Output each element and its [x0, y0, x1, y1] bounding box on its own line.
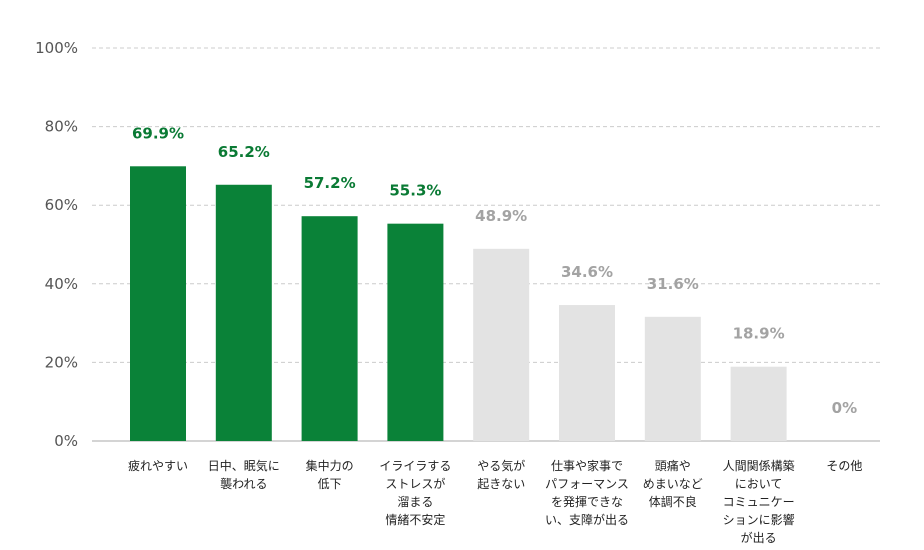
data-label: 55.3%	[389, 182, 441, 200]
x-tick-label: イライラするストレスが溜まる情緒不安定	[379, 459, 451, 527]
data-label: 57.2%	[304, 174, 356, 192]
x-tick-label-line: 低下	[318, 477, 342, 491]
x-tick-label-line: その他	[826, 459, 862, 473]
x-tick-label-line: ションに影響	[723, 512, 795, 527]
x-tick-label: 疲れやすい	[128, 458, 188, 473]
x-tick-label: その他	[826, 459, 862, 473]
y-tick-label: 20%	[45, 353, 78, 371]
category-labels: 疲れやすい 日中、眠気に襲われる集中力の低下イライラするストレスが溜まる情緒不安定…	[128, 458, 862, 545]
x-tick-label-line: において	[735, 477, 783, 491]
x-tick-label-line: ストレスが	[385, 476, 445, 491]
bar	[644, 316, 701, 441]
bar	[387, 223, 444, 441]
bar	[473, 248, 530, 441]
x-tick-label-line: コミュニケー	[723, 495, 795, 509]
value-labels: 69.9% 65.2% 57.2% 55.3% 48.9% 34.6% 31.6% 18.9%…	[132, 124, 857, 417]
data-label: 65.2%	[218, 143, 270, 161]
x-tick-label: 日中、眠気に襲われる	[208, 458, 280, 491]
data-label: 48.9%	[475, 207, 527, 225]
x-tick-label-line: が出る	[741, 530, 777, 545]
x-tick-label: やる気が起きない	[477, 458, 525, 491]
x-tick-label-line: 溜まる	[397, 494, 433, 509]
x-tick-label-line: 体調不良	[649, 494, 697, 509]
x-tick-label-line: イライラする	[379, 459, 451, 473]
y-tick-label: 80%	[45, 118, 78, 136]
x-tick-label-line: 疲れやすい	[128, 458, 188, 473]
x-tick-label-line: を発揮できな	[551, 495, 623, 509]
x-tick-label-line: い、支障が出る	[545, 512, 629, 527]
x-tick-label-line: 起きない	[477, 477, 525, 491]
y-axis-ticks: 0% 20% 40% 60% 80% 100%	[35, 39, 78, 450]
data-label: 0%	[832, 399, 857, 417]
x-tick-label-line: パフォーマンス	[545, 477, 629, 491]
x-tick-label: 仕事や家事でパフォーマンスを発揮できない、支障が出る	[545, 458, 629, 527]
bar	[215, 184, 272, 441]
y-tick-label: 100%	[35, 39, 78, 57]
x-tick-label-line: やる気が	[477, 458, 525, 473]
x-tick-label: 集中力の低下	[306, 458, 354, 491]
x-tick-label-line: めまいなど	[643, 477, 703, 491]
data-label: 34.6%	[561, 263, 613, 281]
x-tick-label-line: 集中力の	[306, 458, 354, 473]
bar	[730, 366, 787, 441]
y-tick-label: 60%	[45, 196, 78, 214]
data-label: 69.9%	[132, 124, 184, 142]
bar	[130, 166, 186, 441]
y-tick-label: 40%	[45, 275, 78, 293]
x-tick-label-line: 仕事や家事で	[551, 458, 623, 473]
x-tick-label-line: 人間関係構築	[723, 458, 795, 473]
x-tick-label-line: 日中、眠気に	[208, 458, 280, 473]
x-tick-label-line: 頭痛や	[655, 458, 691, 473]
x-tick-label-line: 情緒不安定	[385, 512, 445, 527]
bar	[559, 305, 615, 441]
data-label: 31.6%	[647, 275, 699, 293]
x-tick-label-line: 襲われる	[220, 476, 267, 491]
bars	[130, 166, 787, 441]
x-tick-label: 頭痛やめまいなど体調不良	[643, 458, 703, 509]
y-tick-label: 0%	[54, 432, 78, 450]
x-tick-label: 人間関係構築においてコミュニケーションに影響が出る	[723, 458, 795, 545]
data-label: 18.9%	[733, 325, 785, 343]
bar	[301, 216, 358, 441]
